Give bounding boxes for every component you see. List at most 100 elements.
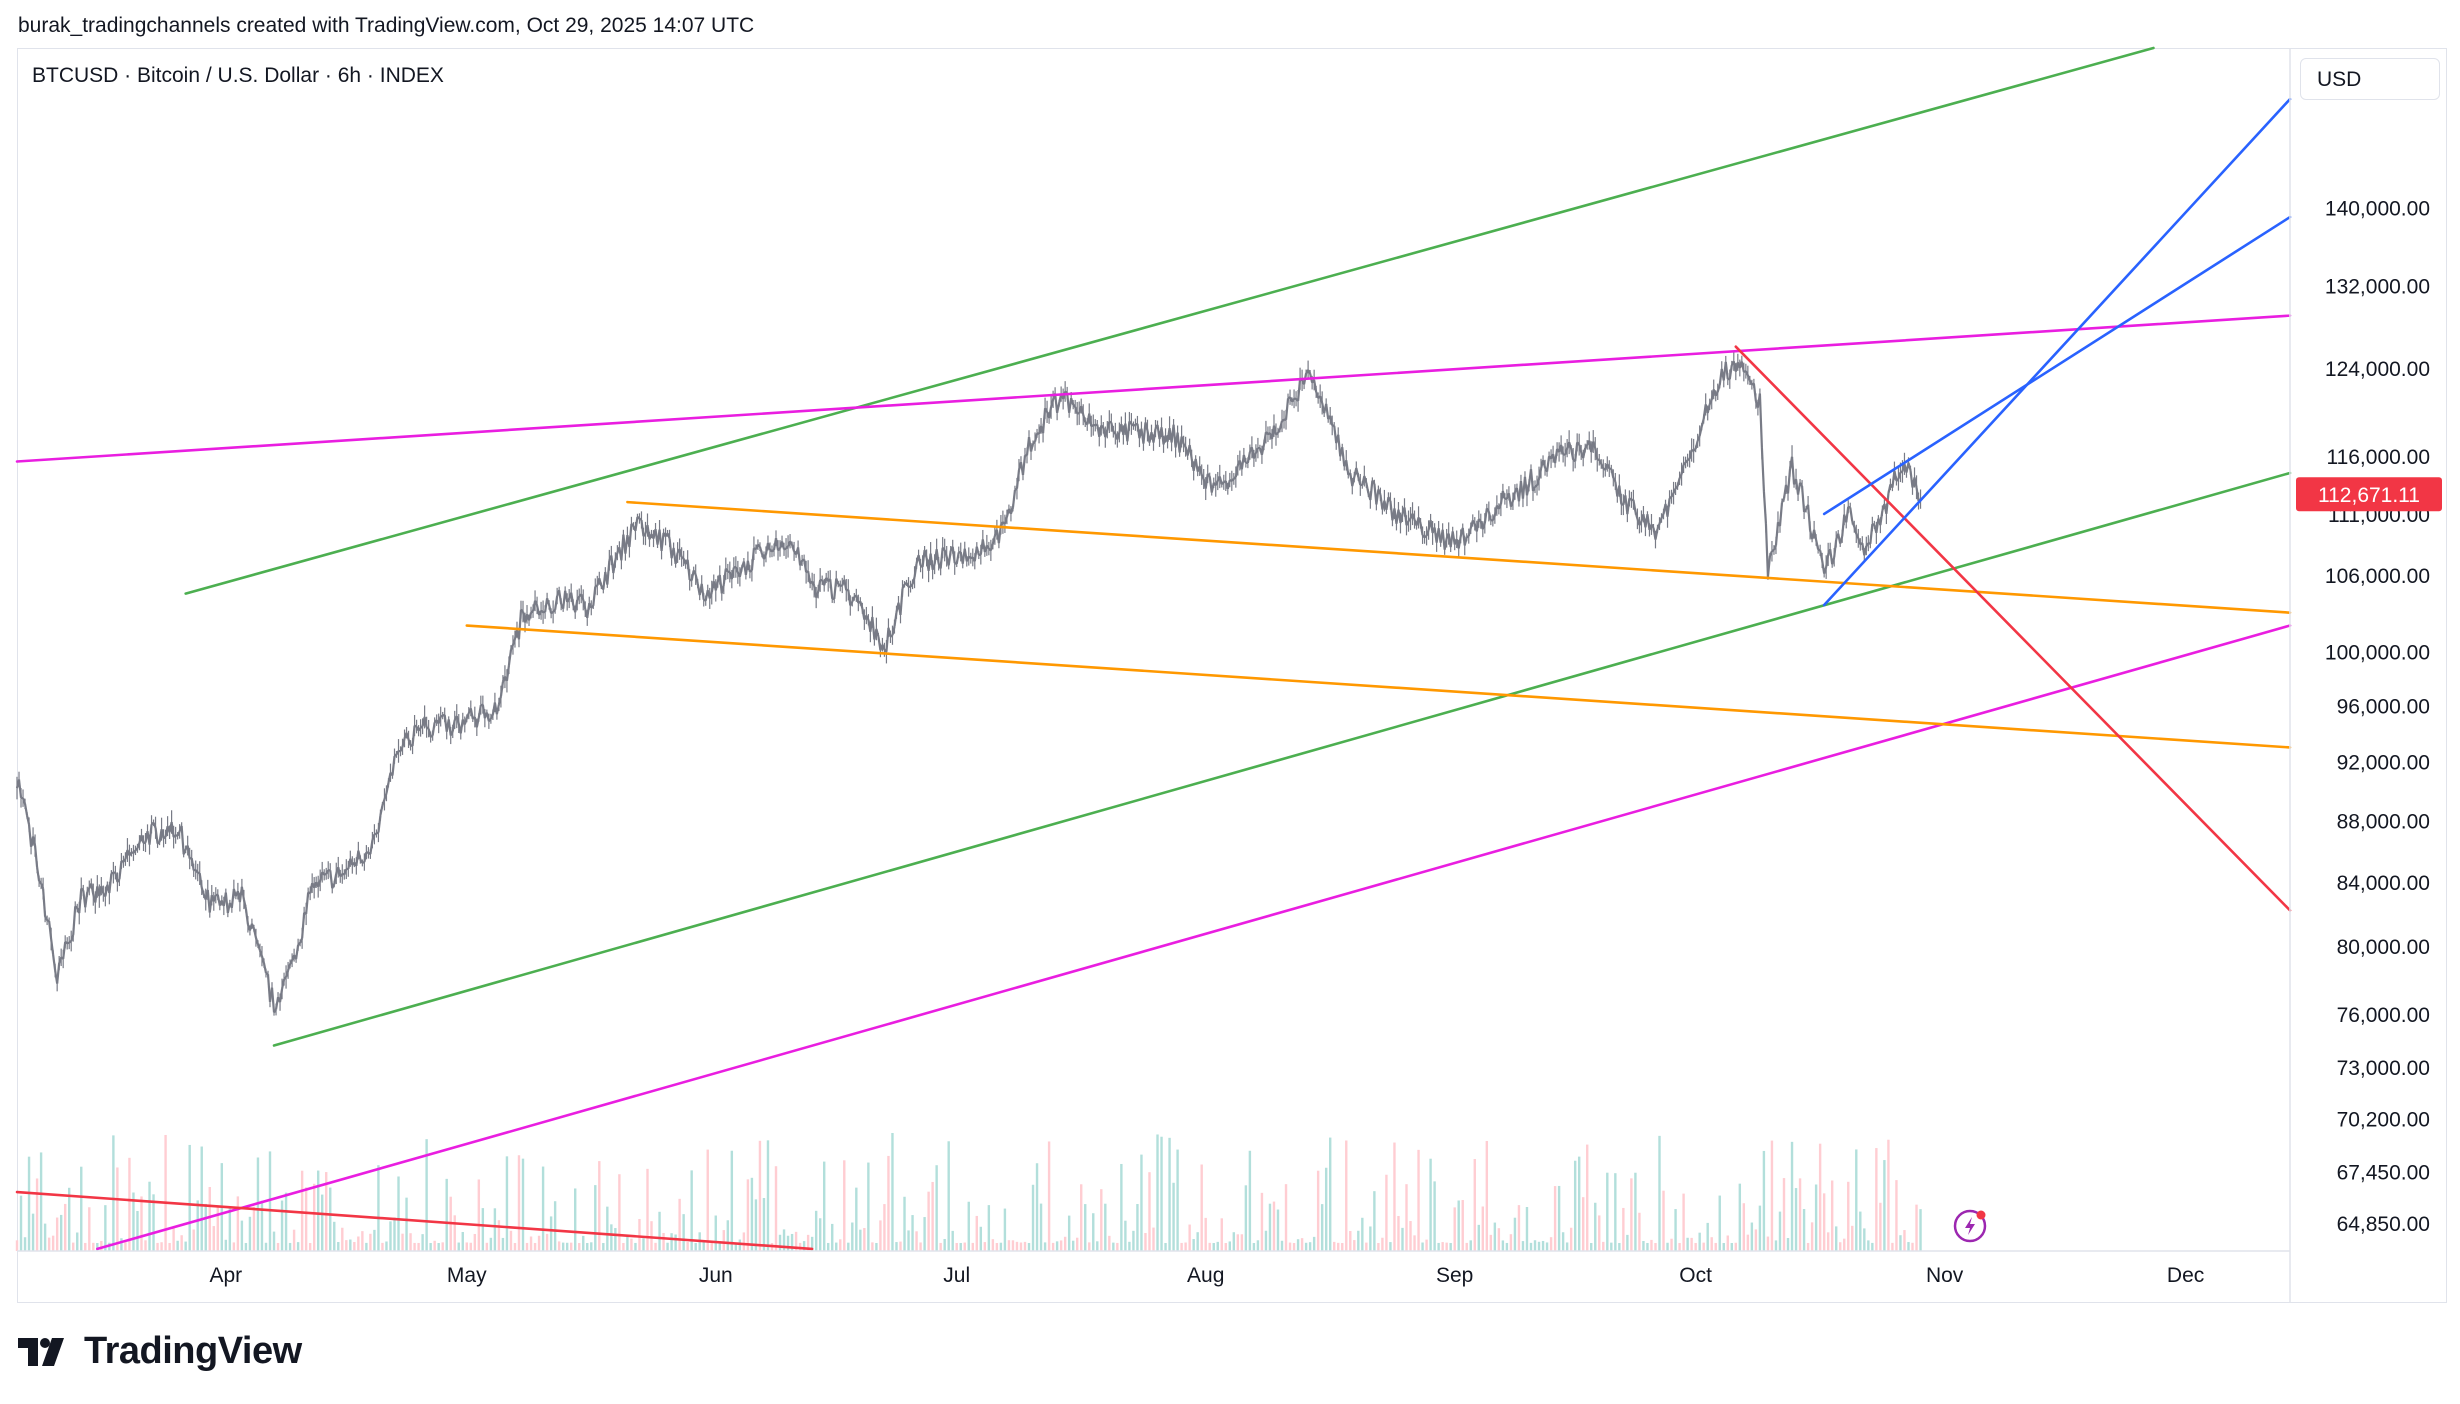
volume-bar xyxy=(569,1242,573,1251)
volume-bar xyxy=(405,1197,408,1251)
volume-bar xyxy=(517,1155,521,1251)
volume-bar xyxy=(766,1140,770,1251)
volume-bar xyxy=(634,1242,637,1251)
volume-bar xyxy=(1365,1242,1368,1251)
time-tick-label: Jun xyxy=(699,1264,733,1287)
volume-bar xyxy=(899,1241,902,1251)
price-tick-label: 92,000.00 xyxy=(2337,752,2430,775)
volume-bar xyxy=(1397,1216,1400,1251)
red-trend-line[interactable] xyxy=(15,1190,814,1251)
blue-trend-line[interactable] xyxy=(1822,97,2292,607)
volume-bar xyxy=(1256,1240,1260,1251)
volume-bar xyxy=(654,1242,657,1251)
volume-bar xyxy=(541,1166,545,1251)
volume-bar xyxy=(714,1215,717,1251)
magenta-trend-line[interactable] xyxy=(96,624,2292,1251)
volume-bar xyxy=(582,1235,585,1251)
volume-bar xyxy=(1794,1188,1798,1251)
volume-bar xyxy=(750,1177,754,1251)
volume-bar xyxy=(31,1213,35,1251)
volume-bar xyxy=(35,1178,39,1251)
volume-bar xyxy=(1433,1181,1436,1251)
volume-bar xyxy=(184,1241,187,1251)
time-axis[interactable]: Apr May Jun Jul Aug Sep Oct Nov Dec xyxy=(209,1264,2204,1287)
volume-bar xyxy=(642,1238,645,1251)
volume-bar xyxy=(260,1200,264,1251)
trend-lines[interactable] xyxy=(15,46,2292,1251)
volume-bar xyxy=(1469,1240,1472,1251)
volume-bar xyxy=(774,1166,778,1251)
volume-bar xyxy=(1100,1189,1103,1251)
price-axis[interactable]: 140,000.00 132,000.00 124,000.00 116,000.00… xyxy=(2325,198,2430,1237)
price-tick-label: 80,000.00 xyxy=(2337,936,2430,959)
volume-bar xyxy=(1614,1173,1617,1251)
volume-bar xyxy=(196,1200,199,1251)
volume-bar xyxy=(1847,1181,1850,1251)
volume-bar xyxy=(1019,1242,1023,1251)
last-price-label-bg xyxy=(2296,477,2442,512)
volume-bar xyxy=(1128,1241,1131,1251)
volume-bar xyxy=(493,1208,497,1251)
volume-bar xyxy=(1806,1242,1810,1251)
volume-bar xyxy=(92,1242,95,1251)
volume-bar xyxy=(1774,1240,1778,1251)
volume-bar xyxy=(923,1217,926,1251)
currency-selector[interactable]: USD xyxy=(2300,58,2440,100)
volume-bar xyxy=(1071,1240,1075,1251)
volume-bar xyxy=(1296,1239,1300,1251)
volume-bar xyxy=(1453,1207,1456,1251)
orange-trend-line[interactable] xyxy=(465,624,2292,749)
green-trend-line[interactable] xyxy=(272,471,2292,1047)
volume-bar xyxy=(549,1216,553,1251)
volume-bar xyxy=(228,1206,232,1251)
volume-bar xyxy=(1899,1235,1902,1251)
volume-bar xyxy=(1746,1234,1750,1251)
volume-bar xyxy=(1818,1143,1822,1251)
volume-bar xyxy=(670,1233,673,1251)
volume-bar xyxy=(1549,1237,1553,1251)
volume-bar xyxy=(72,1242,75,1251)
volume-bar xyxy=(931,1181,934,1251)
volume-bar xyxy=(1160,1136,1163,1251)
volume-bar xyxy=(794,1231,798,1251)
tradingview-logo[interactable]: TradingView xyxy=(18,1330,302,1373)
volume-bar xyxy=(1292,1242,1296,1251)
volume-bar xyxy=(349,1239,352,1251)
volume-bar xyxy=(1401,1227,1404,1251)
volume-bar xyxy=(1413,1235,1416,1251)
orange-trend-line[interactable] xyxy=(626,500,2292,614)
volume-bar xyxy=(505,1156,509,1251)
volume-bar xyxy=(963,1242,966,1251)
volume-bar xyxy=(927,1191,930,1251)
magenta-trend-line[interactable] xyxy=(15,314,2292,463)
tradingview-logo-icon xyxy=(18,1337,64,1366)
volume-bar xyxy=(1553,1186,1557,1251)
volume-bar xyxy=(1646,1242,1649,1251)
lightning-icon[interactable] xyxy=(1953,1209,1987,1243)
volume-bar xyxy=(381,1242,384,1251)
red-trend-line[interactable] xyxy=(1734,345,2292,912)
blue-trend-line[interactable] xyxy=(1822,215,2292,516)
volume-bar xyxy=(1244,1185,1248,1251)
last-price-marker: 112,671.11 xyxy=(2296,477,2442,512)
volume-bar xyxy=(1778,1211,1782,1251)
green-trend-line[interactable] xyxy=(184,46,2155,595)
volume-bar xyxy=(1557,1185,1561,1251)
volume-bar xyxy=(433,1240,436,1251)
volume-bar xyxy=(1770,1140,1774,1251)
volume-bar xyxy=(1184,1242,1187,1251)
volume-bar xyxy=(1533,1240,1537,1251)
volume-bar xyxy=(341,1227,344,1251)
volume-bar xyxy=(1156,1134,1159,1251)
volume-bar xyxy=(1409,1221,1412,1251)
volume-bar xyxy=(553,1201,557,1251)
volume-bar xyxy=(1240,1234,1244,1251)
volume-bar xyxy=(1445,1242,1448,1251)
volume-bar xyxy=(1730,1242,1733,1251)
volume-bar xyxy=(818,1218,822,1251)
volume-bar xyxy=(1618,1243,1621,1251)
volume-bar xyxy=(991,1239,995,1251)
chart-frame[interactable] xyxy=(17,48,2447,1303)
volume-bar xyxy=(76,1232,79,1251)
